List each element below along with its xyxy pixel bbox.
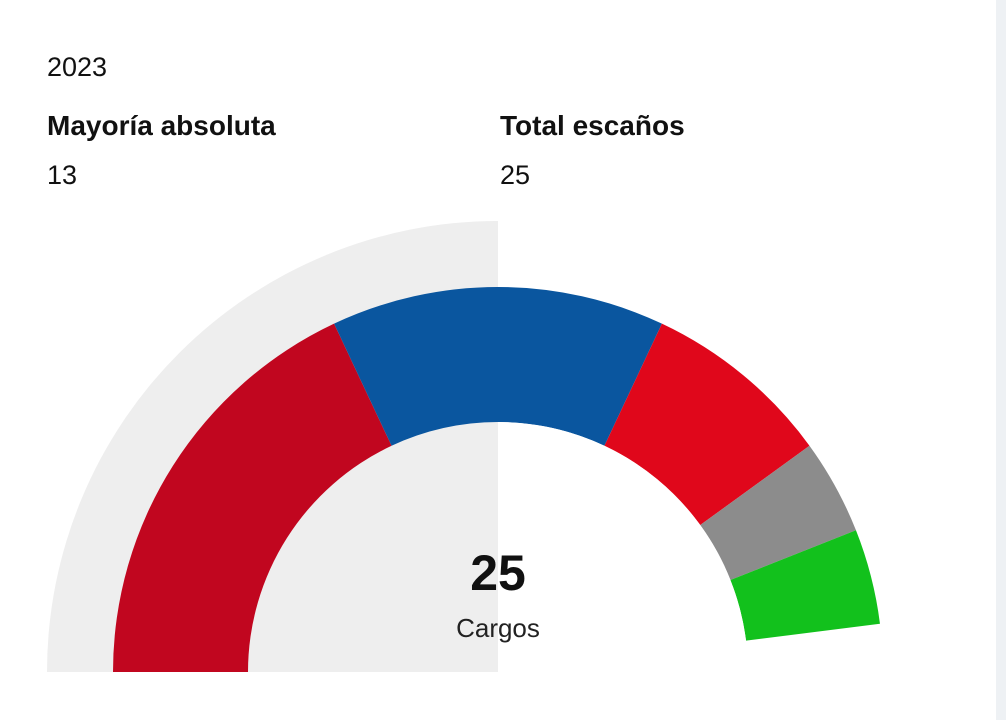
seat-slice-5	[730, 530, 880, 641]
seat-slice-4	[700, 445, 856, 580]
seat-slice-2	[334, 287, 662, 446]
seat-distribution-chart: 25 Cargos	[47, 200, 880, 672]
total-seats-stat: Total escaños 25	[500, 108, 685, 192]
seat-slice-3	[604, 323, 810, 526]
majority-label: Mayoría absoluta	[47, 110, 276, 141]
majority-stat: Mayoría absoluta 13	[47, 108, 276, 192]
majority-region-clip	[47, 200, 498, 218]
seat-slices	[113, 287, 880, 672]
center-seat-label: Cargos	[456, 613, 540, 643]
seat-slice-1	[113, 323, 392, 672]
majority-value: 13	[47, 160, 78, 190]
total-seats-value: 25	[500, 160, 531, 190]
center-seat-count: 25	[470, 545, 526, 601]
window-edge	[996, 0, 1006, 720]
year-label: 2023	[47, 52, 108, 82]
total-seats-label: Total escaños	[500, 110, 685, 141]
inner-hole-right	[498, 422, 748, 672]
